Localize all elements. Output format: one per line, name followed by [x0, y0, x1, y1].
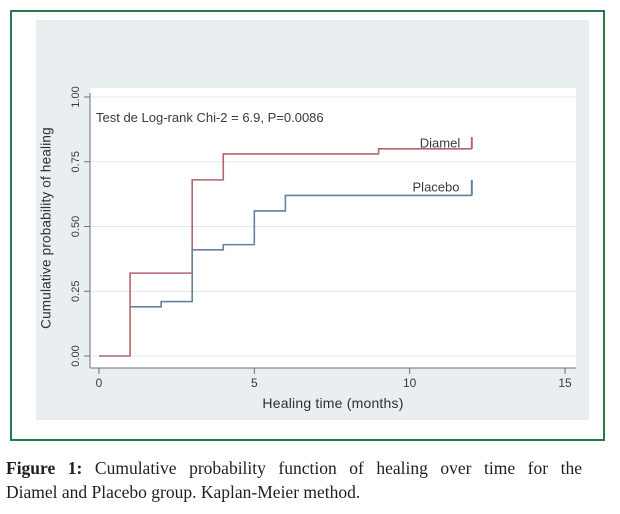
caption-line-1: Figure 1: Cumulative probability functio… [6, 456, 582, 480]
caption-line-2: Diamel and Placebo group. Kaplan-Meier m… [6, 482, 361, 502]
x-tick-label: 0 [96, 376, 103, 390]
x-axis-title: Healing time (months) [262, 395, 404, 411]
x-tick-label: 10 [403, 376, 417, 390]
y-tick-label: 1.00 [70, 86, 82, 107]
caption-line1-text: Cumulative probability function of heali… [82, 458, 582, 478]
y-tick-label: 0.00 [70, 345, 82, 366]
plot-area [90, 88, 576, 368]
series-label-placebo: Placebo [412, 179, 460, 195]
x-tick-label: 5 [251, 376, 258, 390]
logrank-annotation: Test de Log-rank Chi-2 = 6.9, P=0.0086 [96, 110, 324, 125]
series-curve-diamel [99, 148, 472, 357]
y-tick-label: 0.50 [70, 216, 82, 237]
series-label-diamel: Diamel [419, 135, 461, 151]
y-tick-label: 0.25 [70, 281, 82, 302]
x-tick-label: 15 [558, 376, 572, 390]
series-curve-placebo [130, 194, 472, 308]
caption-figure-label: Figure 1: [6, 458, 83, 478]
figure-caption: Figure 1: Cumulative probability functio… [6, 456, 582, 504]
y-tick-label: 0.75 [70, 151, 82, 172]
y-axis-title: Cumulative probability of healing [38, 127, 54, 329]
